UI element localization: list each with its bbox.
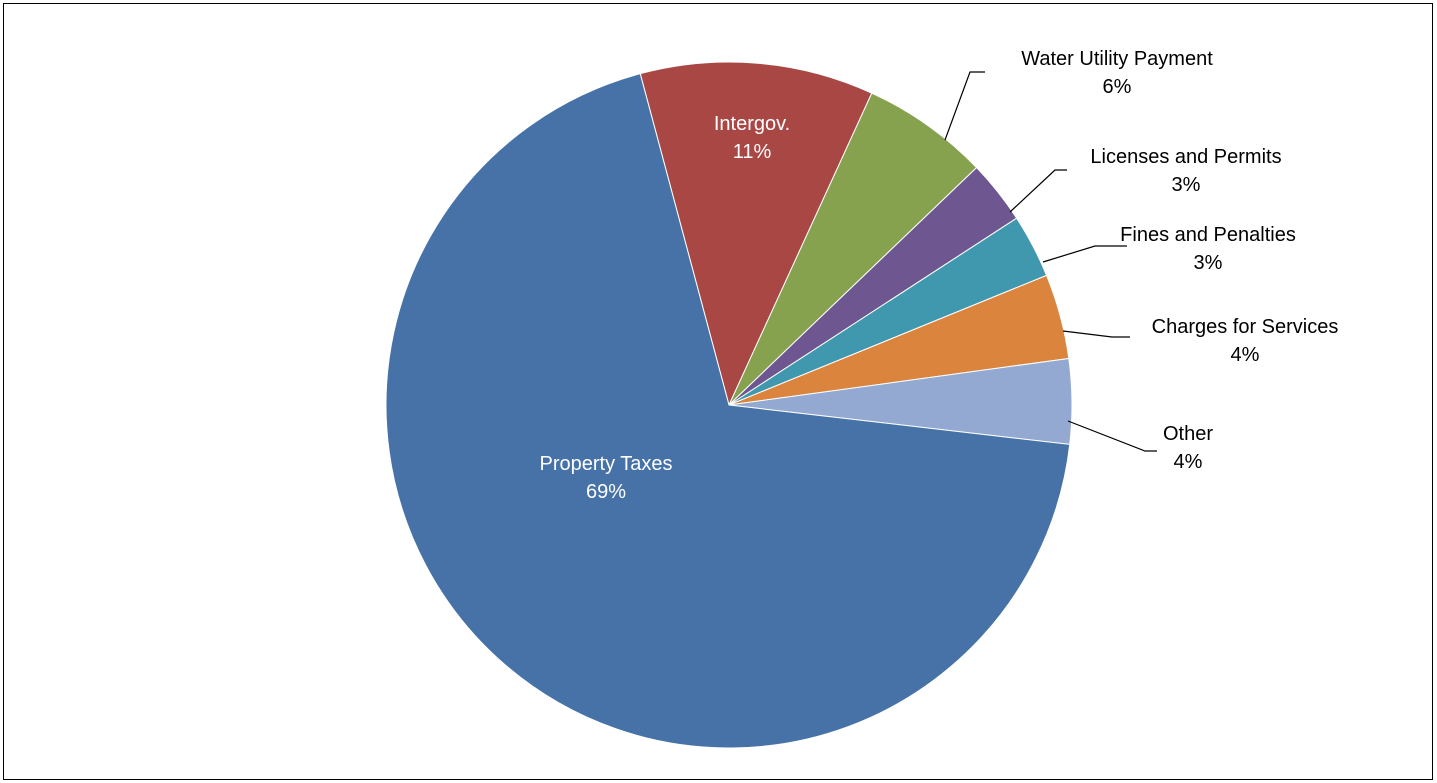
slice-percent-property-taxes: 69%: [586, 481, 626, 503]
slice-label-licenses-and-permits: Licenses and Permits 3%: [1090, 146, 1281, 196]
slice-name-water-utility-payment: Water Utility Payment: [1021, 48, 1213, 70]
pie-slice-property-taxes: [385, 73, 1071, 749]
slice-percent-licenses-and-permits: 3%: [1172, 174, 1201, 196]
slice-label-other: Other 4%: [1163, 423, 1213, 473]
slice-percent-water-utility-payment: 6%: [1103, 76, 1132, 98]
slice-label-charges-for-services: Charges for Services 4%: [1152, 316, 1339, 366]
leader-line-charges-for-services: [1062, 330, 1130, 338]
leader-line-fines-and-penalties: [1042, 245, 1127, 263]
leader-line-other: [1067, 420, 1157, 452]
slice-label-fines-and-penalties: Fines and Penalties 3%: [1120, 224, 1296, 274]
leader-line-licenses-and-permits: [1009, 169, 1067, 213]
leader-lines: [944, 71, 1157, 452]
slice-name-fines-and-penalties: Fines and Penalties: [1120, 224, 1296, 246]
slice-name-property-taxes: Property Taxes: [539, 453, 672, 475]
slice-percent-intergov: 11%: [733, 141, 772, 163]
slice-name-other: Other: [1163, 423, 1213, 445]
slice-name-charges-for-services: Charges for Services: [1152, 316, 1339, 338]
slice-label-property-taxes: Property Taxes 69%: [539, 453, 672, 503]
slice-name-intergov: Intergov.: [714, 113, 790, 135]
slice-labels: Intergov. 11% Water Utility Payment 6% Licen…: [539, 48, 1338, 503]
leader-line-water-utility-payment: [944, 71, 985, 141]
slice-name-licenses-and-permits: Licenses and Permits: [1090, 146, 1281, 168]
slice-label-intergov: Intergov. 11%: [714, 113, 790, 163]
slice-percent-charges-for-services: 4%: [1231, 344, 1260, 366]
pie-slice-intergov: [639, 61, 873, 407]
pie-slices: [385, 61, 1073, 749]
slice-percent-fines-and-penalties: 3%: [1194, 252, 1223, 274]
slice-percent-other: 4%: [1174, 451, 1203, 473]
pie-slice-water-utility-payment: [728, 92, 978, 406]
slice-label-water-utility-payment: Water Utility Payment 6%: [1021, 48, 1213, 98]
